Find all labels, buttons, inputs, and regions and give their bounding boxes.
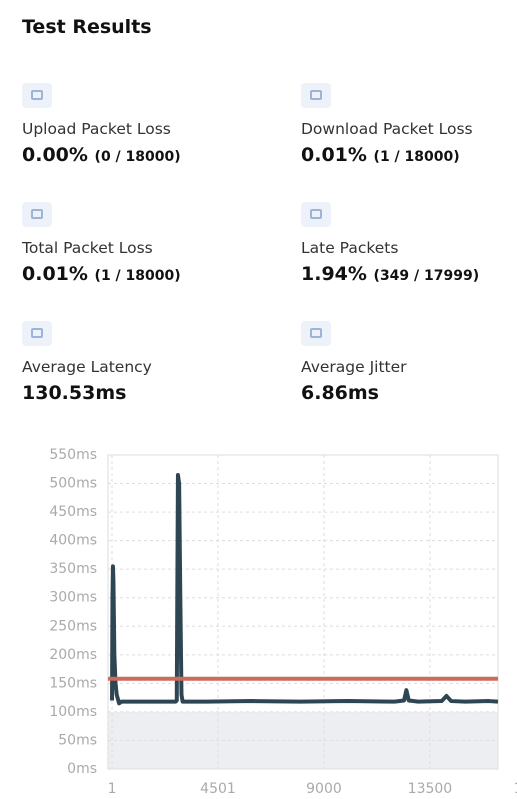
stat-label: Total Packet Loss [22,239,153,257]
stat-detail: (1 / 18000) [94,268,181,284]
x-tick-label: 4501 [200,781,236,797]
chart: 0ms 50ms 100ms 150ms 200ms 250ms 300ms 350ms 400… [49,447,517,797]
stat: Average Latency 130.53ms [22,321,282,404]
y-tick-label: 400ms [49,533,97,549]
icon-glyph [31,328,43,338]
stat-icon [22,321,52,346]
y-tick-label: 200ms [49,647,97,663]
stat-icon [301,321,331,346]
y-tick-label: 250ms [49,618,97,634]
stat-label: Download Packet Loss [301,120,473,138]
y-tick-label: 350ms [49,561,97,577]
y-tick-label: 50ms [58,732,97,748]
stat: Download Packet Loss 0.01% (1 / 18000) [301,83,517,166]
stat-icon [301,202,331,227]
stat-value-row: 6.86ms [301,382,517,404]
stat-detail: (0 / 18000) [94,149,181,165]
stat-value-row: 1.94% (349 / 17999) [301,263,517,285]
icon-glyph [31,90,43,100]
stat-label: Average Jitter [301,358,407,376]
y-tick-label: 150ms [49,675,97,691]
stat-detail: (349 / 17999) [373,268,480,284]
stat-value: 0.01% [22,263,88,285]
y-tick-label: 450ms [49,504,97,520]
stat: Late Packets 1.94% (349 / 17999) [301,202,517,285]
page-title: Test Results [22,16,152,38]
stat-label: Average Latency [22,358,152,376]
y-tick-label: 500ms [49,476,97,492]
stat-value: 0.00% [22,144,88,166]
x-tick-label: 17999 [514,781,517,797]
stat-value-row: 0.00% (0 / 18000) [22,144,282,166]
line [110,472,499,706]
stat-detail: (1 / 18000) [373,149,460,165]
y-tick-label: 550ms [49,447,97,463]
stat-icon [22,83,52,108]
icon-glyph [310,209,322,219]
stat-icon [22,202,52,227]
stat-value-row: 0.01% (1 / 18000) [301,144,517,166]
icon-glyph [310,90,322,100]
stat: Average Jitter 6.86ms [301,321,517,404]
x-tick-label: 13500 [408,781,453,797]
stat-icon [301,83,331,108]
stat-label: Upload Packet Loss [22,120,171,138]
stat-value: 0.01% [301,144,367,166]
y-tick-label: 0ms [67,761,97,777]
stat-label: Late Packets [301,239,399,257]
stat: Upload Packet Loss 0.00% (0 / 18000) [22,83,282,166]
icon-glyph [310,328,322,338]
stat-value-row: 130.53ms [22,382,282,404]
y-tick-label: 300ms [49,590,97,606]
stat-value: 1.94% [301,263,367,285]
stat: Total Packet Loss 0.01% (1 / 18000) [22,202,282,285]
stat-value: 130.53ms [22,382,127,404]
x-tick-label: 1 [108,781,117,797]
plot-frame [107,454,499,770]
icon-glyph [31,209,43,219]
stat-value-row: 0.01% (1 / 18000) [22,263,282,285]
x-tick-label: 9000 [306,781,342,797]
stat-value: 6.86ms [301,382,379,404]
y-tick-label: 100ms [49,704,97,720]
